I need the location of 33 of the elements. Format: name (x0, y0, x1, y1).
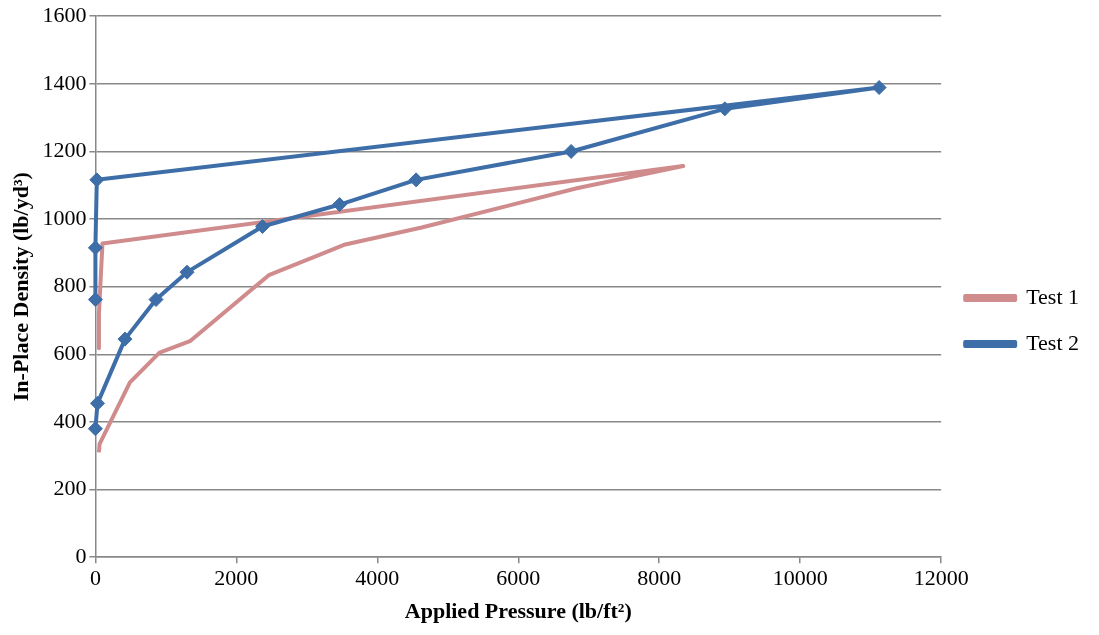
point (871, 80, 887, 96)
point (148, 292, 164, 308)
x-tick-label: 8000 (637, 565, 682, 591)
legend-label: Test 2 (1026, 329, 1079, 355)
point (332, 197, 348, 213)
y-tick-label: 200 (53, 475, 87, 501)
point (563, 143, 579, 159)
y-tick-label: 800 (53, 272, 87, 298)
y-tick-label: 1200 (42, 137, 87, 163)
point (717, 101, 733, 117)
y-tick-label: 600 (53, 340, 87, 366)
point (87, 421, 103, 437)
point (254, 219, 270, 235)
point (179, 264, 195, 280)
x-tick-label: 6000 (496, 565, 541, 591)
y-tick-label: 1400 (42, 69, 87, 95)
x-axis-title: Applied Pressure (lb/ft²) (404, 598, 632, 624)
point (117, 331, 133, 347)
y-tick-label: 400 (53, 407, 87, 433)
point (89, 172, 105, 188)
point (87, 240, 103, 256)
y-tick-label: 1600 (42, 1, 87, 27)
legend-label: Test 1 (1026, 283, 1079, 309)
x-tick-label: 2000 (214, 565, 259, 591)
x-tick-label: 12000 (913, 565, 969, 591)
x-tick-label: 4000 (355, 565, 400, 591)
y-axis-title: In-Place Density (lb/yd³) (7, 172, 33, 402)
y-tick-label: 1000 (42, 204, 87, 230)
point (87, 292, 103, 308)
x-tick-label: 10000 (772, 565, 828, 591)
point (90, 395, 106, 411)
point (408, 172, 424, 188)
y-tick-label: 0 (75, 542, 87, 568)
